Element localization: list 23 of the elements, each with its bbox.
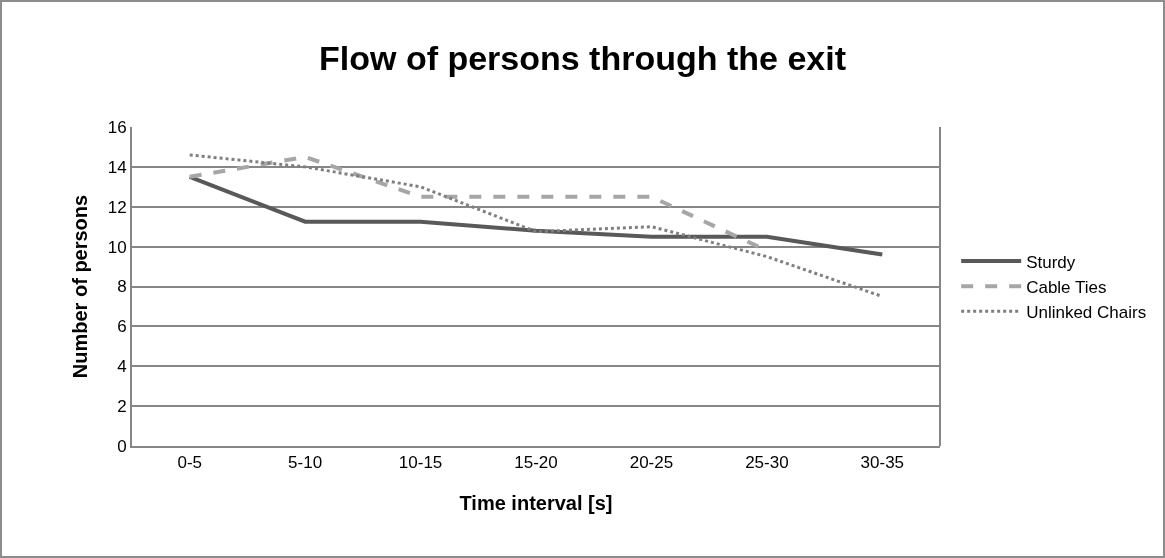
legend-label: Unlinked Chairs [1026,302,1147,322]
x-tick-label: 20-25 [629,453,674,473]
x-tick-label: 5-10 [288,453,323,473]
x-tick-label: 10-15 [398,453,443,473]
x-tick-label: 15-20 [514,453,558,473]
y-tick-label: 16 [107,117,127,137]
y-tick-label: 14 [107,157,127,177]
line-series [187,174,885,257]
y-tick-label: 12 [107,197,127,217]
y-tick-label: 8 [117,277,127,297]
x-tick-label: 0-5 [177,453,202,473]
y-tick-label: 6 [117,317,127,337]
y-axis-title: Number of persons [68,194,91,379]
legend-label: Cable Ties [1026,277,1107,297]
legend-label: Sturdy [1026,252,1076,272]
x-tick-label: 30-35 [860,453,905,473]
y-tick-label: 2 [117,397,127,417]
x-axis-title: Time interval [s] [459,492,613,515]
y-tick-label: 4 [117,357,127,377]
x-tick-label: 25-30 [745,453,789,473]
y-tick-label: 10 [107,237,127,257]
y-tick-label: 0 [117,436,127,456]
chart-title: Flow of persons through the exit [319,39,846,78]
